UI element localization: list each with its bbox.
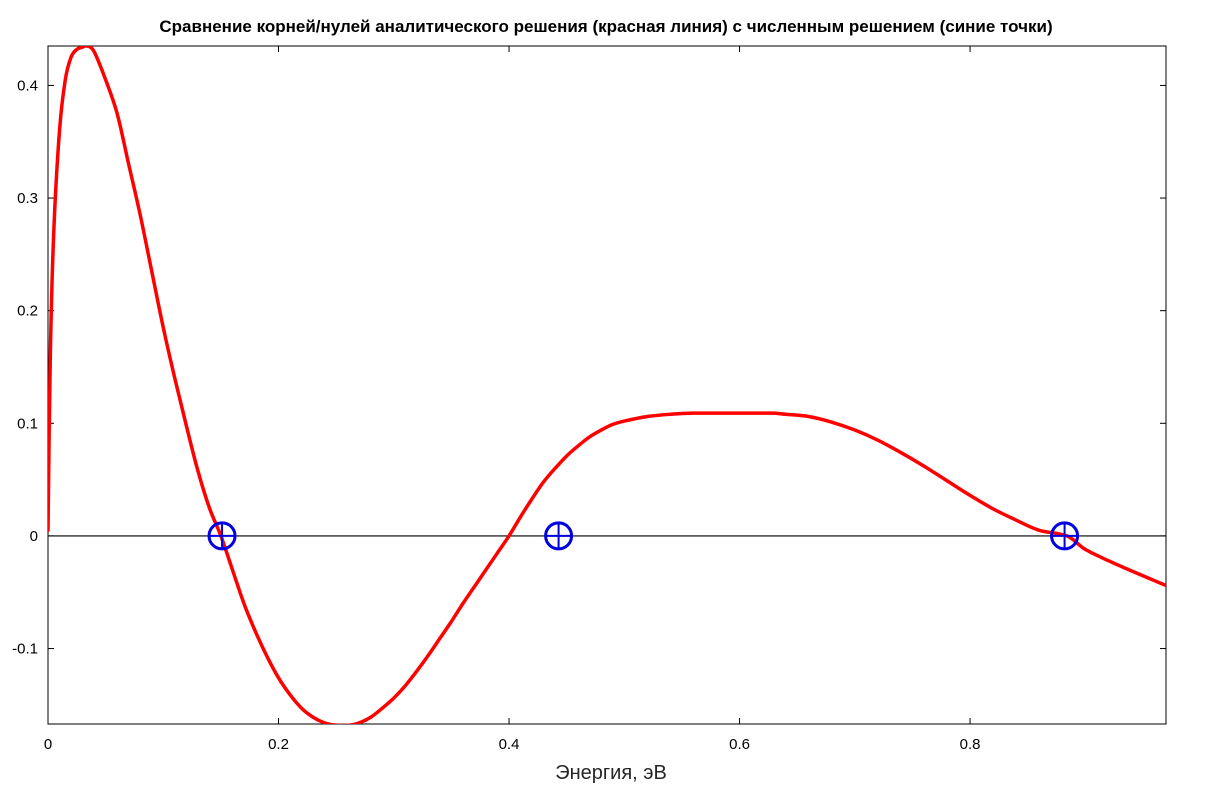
numeric-root-marker (1050, 521, 1080, 551)
series-layer (48, 46, 1166, 724)
axis-ticks: 0 0.2 0.4 0.6 0.8 -0.1 0 0.1 0.2 0.3 0.4 (12, 46, 1166, 753)
chart-title: Сравнение корней/нулей аналитического ре… (159, 17, 1052, 36)
plot-area (47, 45, 1167, 725)
y-tick-label: 0.2 (17, 303, 38, 320)
x-axis-label: Энергия, эВ (555, 762, 667, 784)
numeric-root-marker (207, 521, 237, 551)
x-tick-label: 0.6 (729, 736, 750, 753)
x-tick-label: 0 (44, 736, 52, 753)
analytic-curve (48, 46, 1166, 724)
x-tick-label: 0.4 (499, 736, 520, 753)
y-tick-label: -0.1 (12, 641, 38, 658)
y-tick-label: 0.4 (17, 77, 38, 94)
y-tick-label: 0 (30, 528, 38, 545)
y-tick-label: 0.1 (17, 415, 38, 432)
x-tick-label: 0.8 (960, 736, 981, 753)
y-tick-label: 0.3 (17, 190, 38, 207)
numeric-root-marker (544, 521, 574, 551)
x-tick-label: 0.2 (268, 736, 289, 753)
